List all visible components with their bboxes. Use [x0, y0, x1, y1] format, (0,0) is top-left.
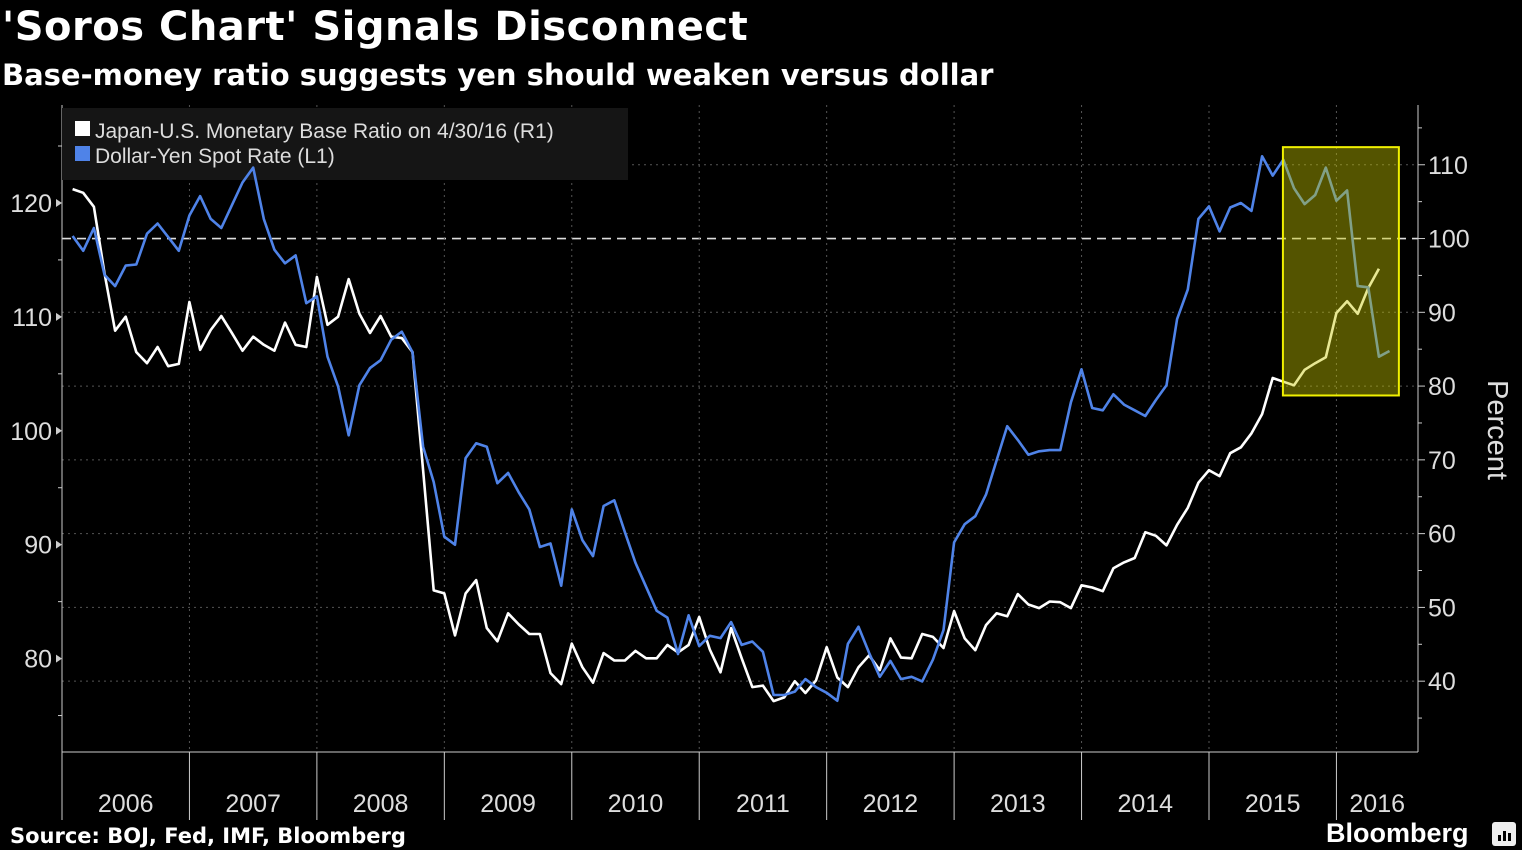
x-tick-label: 2007: [225, 790, 281, 818]
right-tick-label: 60: [1428, 521, 1456, 549]
right-tick-label: 40: [1428, 668, 1456, 696]
left-tick: [56, 426, 62, 435]
left-tick-label: 110: [12, 304, 52, 332]
left-tick-label: 80: [24, 646, 52, 674]
chart-subtitle: Base-money ratio suggests yen should wea…: [2, 58, 994, 92]
legend-swatch-usdjpy: [75, 146, 90, 161]
left-tick-label: 90: [24, 532, 52, 560]
right-tick-label: 80: [1428, 373, 1456, 401]
x-tick-label: 2009: [480, 790, 536, 818]
right-axis-label: Percent: [1481, 380, 1513, 480]
legend-label-usdjpy: Dollar-Yen Spot Rate (L1): [95, 145, 335, 168]
source-note: Source: BOJ, Fed, IMF, Bloomberg: [10, 824, 406, 848]
left-tick: [56, 654, 62, 663]
series-lines: [71, 155, 1391, 703]
right-tick-label: 110: [1428, 152, 1468, 180]
x-tick-label: 2010: [608, 790, 664, 818]
right-tick-label: 50: [1428, 594, 1456, 622]
left-tick: [56, 198, 62, 207]
highlight-box: [1281, 146, 1400, 397]
x-tick-label: 2011: [736, 790, 790, 818]
legend-background: [62, 108, 628, 180]
right-tick-label: 90: [1428, 299, 1456, 327]
gridlines: [62, 105, 1418, 752]
legend-label-ratio: Japan-U.S. Monetary Base Ratio on 4/30/1…: [95, 120, 554, 143]
bloomberg-chart-icon: [1492, 822, 1516, 846]
left-tick-label: 120: [10, 190, 52, 218]
right-tick-label: 70: [1428, 447, 1456, 475]
usdjpy-line: [71, 155, 1391, 703]
legend-swatch-ratio: [75, 121, 90, 136]
bloomberg-logo: Bloomberg: [1326, 818, 1469, 848]
chart-title: 'Soros Chart' Signals Disconnect: [2, 4, 749, 50]
axes: 40 50 60 70 80 90 100 110 80 90 100 110 120 2006 2007 2…: [10, 105, 1470, 820]
x-tick-label: 2008: [353, 790, 409, 818]
left-tick-label: 100: [10, 418, 52, 446]
x-tick-label: 2006: [98, 790, 154, 818]
x-tick-label: 2016: [1349, 790, 1405, 818]
x-tick-label: 2014: [1117, 790, 1173, 818]
right-tick-label: 100: [1428, 226, 1470, 254]
monetary-base-ratio-line: [72, 187, 1381, 703]
x-tick-label: 2015: [1245, 790, 1301, 818]
x-tick-label: 2013: [990, 790, 1046, 818]
left-tick: [56, 540, 62, 549]
left-tick: [56, 312, 62, 321]
x-tick-label: 2012: [863, 790, 919, 818]
